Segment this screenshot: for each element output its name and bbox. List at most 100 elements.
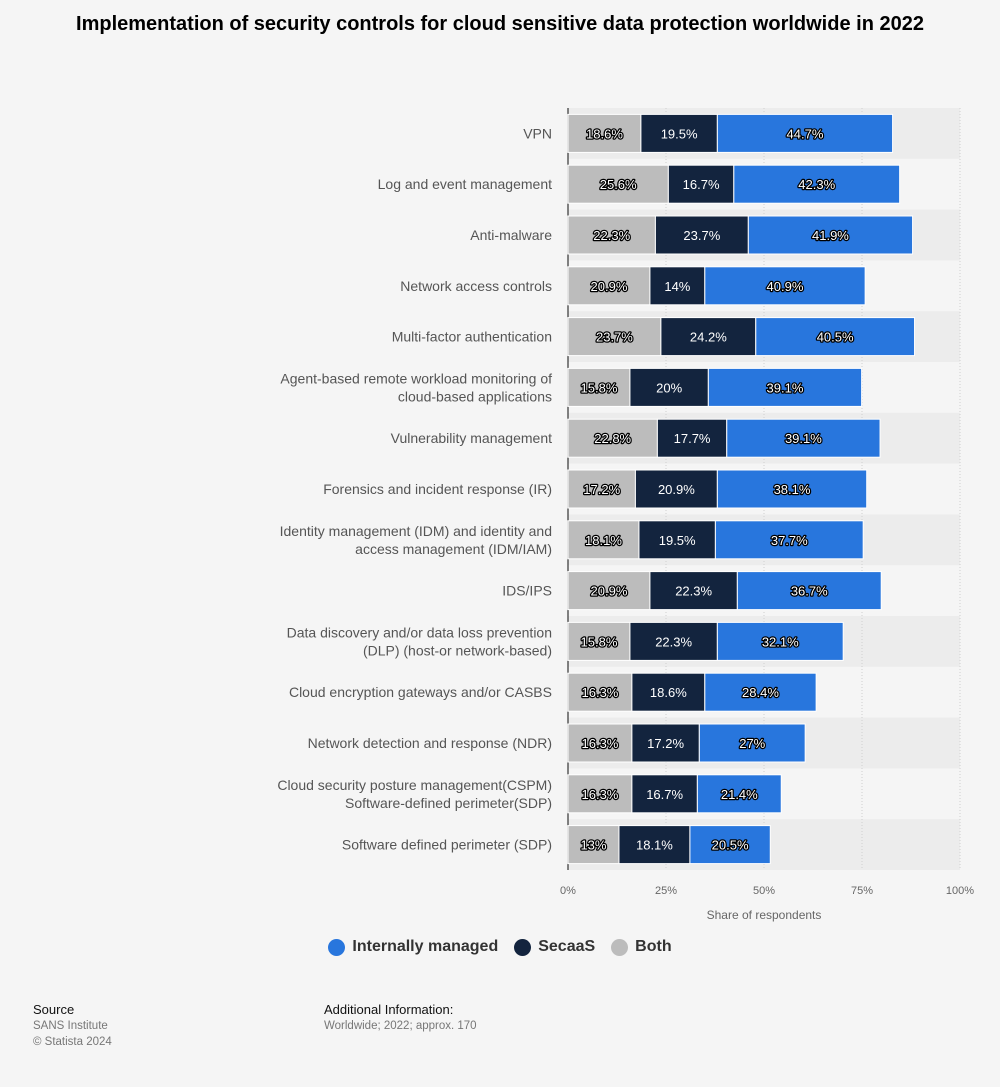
footer-additional-info: Additional Information: Worldwide; 2022;… [324, 1002, 477, 1034]
category-label: Software defined perimeter (SDP) [342, 837, 552, 853]
bar-segment-both [567, 621, 631, 661]
data-label-internally-managed: 40.5% [817, 330, 854, 345]
data-label-secaas: 17.2% [647, 736, 684, 751]
bar-segment-secaas [649, 571, 738, 611]
bar-segment-internally-managed [755, 317, 916, 357]
info-text: Worldwide; 2022; approx. 170 [324, 1020, 477, 1032]
data-label-secaas: 22.3% [655, 634, 692, 649]
category-label: Forensics and incident response (IR) [323, 481, 552, 497]
x-tick-label: 0% [560, 885, 576, 897]
x-axis-title: Share of respondents [707, 908, 822, 922]
category-label: Network detection and response (NDR) [308, 735, 552, 751]
bar-segment-secaas [660, 317, 757, 357]
data-label-both: 20.9% [591, 584, 628, 599]
bar-segment-internally-managed [747, 215, 914, 255]
legend: Internally managed SecaaS Both [0, 938, 1000, 956]
bar-segment-both [567, 571, 651, 611]
bar-segment-internally-managed [726, 418, 881, 458]
bar-segment-both [567, 469, 636, 509]
bar-segment-internally-managed [704, 672, 817, 712]
data-label-both: 16.3% [582, 787, 619, 802]
category-label: Vulnerability management [391, 430, 552, 446]
data-label-internally-managed: 20.5% [712, 838, 749, 853]
category-label: IDS/IPS [502, 583, 552, 599]
data-label-both: 25.6% [600, 177, 637, 192]
bar-segment-internally-managed [689, 825, 771, 865]
bar-segment-secaas [640, 113, 718, 153]
data-label-both: 15.8% [581, 380, 618, 395]
bar-segment-internally-managed [707, 367, 863, 407]
bar-segment-internally-managed [716, 469, 868, 509]
data-label-internally-managed: 21.4% [721, 787, 758, 802]
bar-segment-both [567, 317, 662, 357]
bar-segment-secaas [629, 367, 709, 407]
bar-segment-internally-managed [716, 621, 844, 661]
category-label: Multi-factor authentication [392, 329, 552, 345]
category-label: Anti-malware [470, 227, 552, 243]
bar-segment-both [567, 774, 633, 814]
data-label-internally-managed: 38.1% [774, 482, 811, 497]
bar-segment-internally-managed [696, 774, 782, 814]
category-label: Data discovery and/or data loss preventi… [287, 624, 552, 658]
data-label-secaas: 24.2% [690, 330, 727, 345]
legend-label: Internally managed [352, 938, 499, 955]
bar-segment-secaas [649, 266, 706, 306]
data-label-internally-managed: 36.7% [791, 584, 828, 599]
data-label-both: 16.3% [582, 736, 619, 751]
x-tick-label: 100% [946, 885, 974, 897]
data-label-internally-managed: 32.1% [762, 634, 799, 649]
bar-segment-both [567, 367, 631, 407]
data-label-secaas: 19.5% [659, 533, 696, 548]
bar-segment-internally-managed [716, 113, 894, 153]
legend-item-internally-managed[interactable]: Internally managed [328, 938, 498, 956]
legend-item-both[interactable]: Both [611, 938, 672, 956]
bar-segment-secaas [656, 418, 728, 458]
bar-segment-secaas [631, 774, 698, 814]
bar-segment-both [567, 672, 633, 712]
data-label-secaas: 16.7% [683, 177, 720, 192]
data-label-both: 22.8% [594, 431, 631, 446]
source-name[interactable]: SANS Institute [33, 1020, 108, 1032]
category-label: VPN [523, 125, 552, 141]
data-label-both: 16.3% [582, 685, 619, 700]
x-tick-label: 75% [851, 885, 873, 897]
info-heading: Additional Information: [324, 1002, 454, 1017]
x-tick-label: 50% [753, 885, 775, 897]
bar-segment-both [567, 723, 633, 763]
bar-segment-internally-managed [736, 571, 882, 611]
data-label-internally-managed: 27% [739, 736, 765, 751]
data-label-secaas: 14% [664, 279, 690, 294]
data-label-internally-managed: 28.4% [742, 685, 779, 700]
bar-segment-secaas [634, 469, 718, 509]
source-heading: Source [33, 1002, 75, 1017]
data-label-internally-managed: 40.9% [767, 279, 804, 294]
bar-segment-internally-managed [698, 723, 806, 763]
legend-label: Both [635, 938, 672, 955]
data-label-both: 22.3% [593, 228, 630, 243]
category-label: Cloud security posture management(CSPM) S… [277, 777, 552, 811]
bar-segment-secaas [638, 520, 716, 560]
data-label-secaas: 18.6% [650, 685, 687, 700]
legend-item-secaas[interactable]: SecaaS [514, 938, 595, 956]
bar-segment-secaas [618, 825, 691, 865]
bar-segment-secaas [631, 723, 700, 763]
bar-segment-internally-managed [733, 164, 901, 204]
data-label-both: 15.8% [581, 634, 618, 649]
legend-marker-internally-managed [328, 938, 346, 956]
bar-segment-secaas [654, 215, 749, 255]
data-label-both: 13% [580, 838, 606, 853]
bar-segment-internally-managed [704, 266, 866, 306]
category-label: Network access controls [400, 278, 552, 294]
data-label-internally-managed: 37.7% [771, 533, 808, 548]
category-label: Cloud encryption gateways and/or CASBS [289, 684, 552, 700]
chart-title: Implementation of security controls for … [76, 13, 924, 35]
legend-marker-secaas [514, 938, 532, 956]
bar-segment-secaas [629, 621, 718, 661]
x-tick-label: 25% [655, 885, 677, 897]
data-label-internally-managed: 41.9% [812, 228, 849, 243]
copyright: © Statista 2024 [33, 1036, 112, 1048]
bar-segment-secaas [667, 164, 735, 204]
data-label-secaas: 16.7% [646, 787, 683, 802]
data-label-internally-managed: 39.1% [785, 431, 822, 446]
data-label-secaas: 19.5% [661, 126, 698, 141]
